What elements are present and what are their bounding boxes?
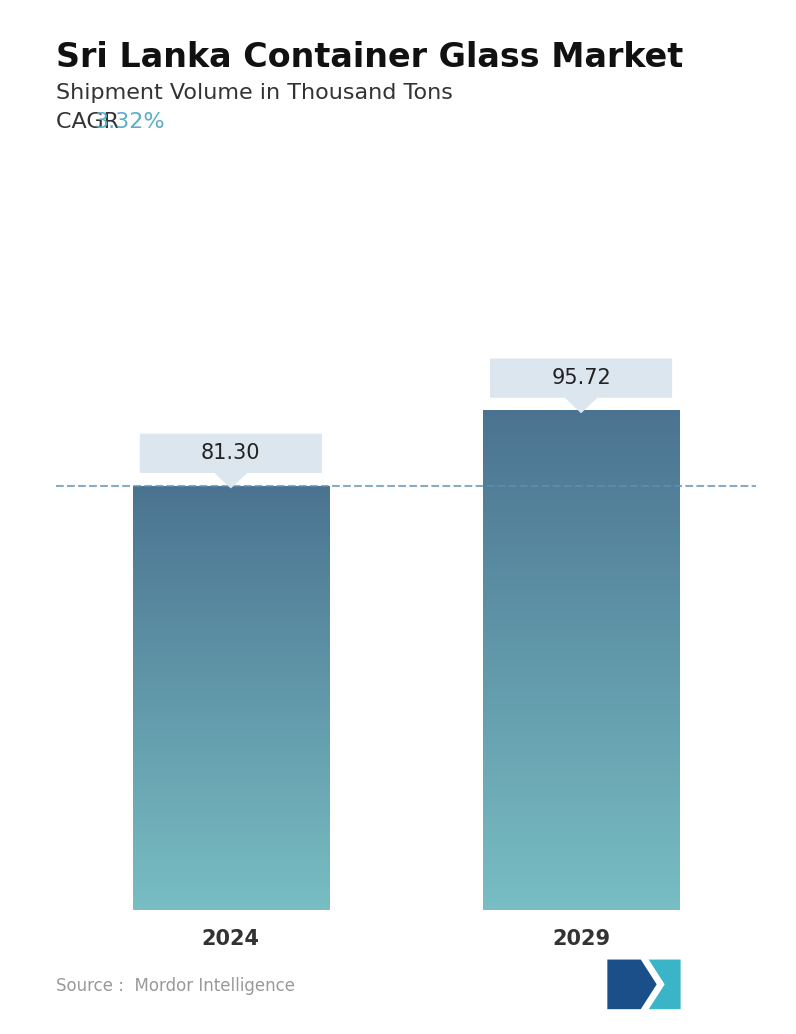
FancyBboxPatch shape (490, 359, 672, 398)
Polygon shape (566, 398, 596, 413)
Text: Shipment Volume in Thousand Tons: Shipment Volume in Thousand Tons (56, 83, 453, 102)
Polygon shape (607, 960, 657, 1009)
Text: 81.30: 81.30 (201, 444, 260, 463)
Text: Source :  Mordor Intelligence: Source : Mordor Intelligence (56, 977, 295, 995)
Text: 95.72: 95.72 (551, 368, 611, 388)
Text: CAGR: CAGR (56, 112, 126, 131)
Polygon shape (216, 473, 246, 487)
Text: Sri Lanka Container Glass Market: Sri Lanka Container Glass Market (56, 41, 683, 74)
Polygon shape (649, 960, 681, 1009)
FancyBboxPatch shape (140, 433, 322, 473)
Text: 3.32%: 3.32% (94, 112, 165, 131)
